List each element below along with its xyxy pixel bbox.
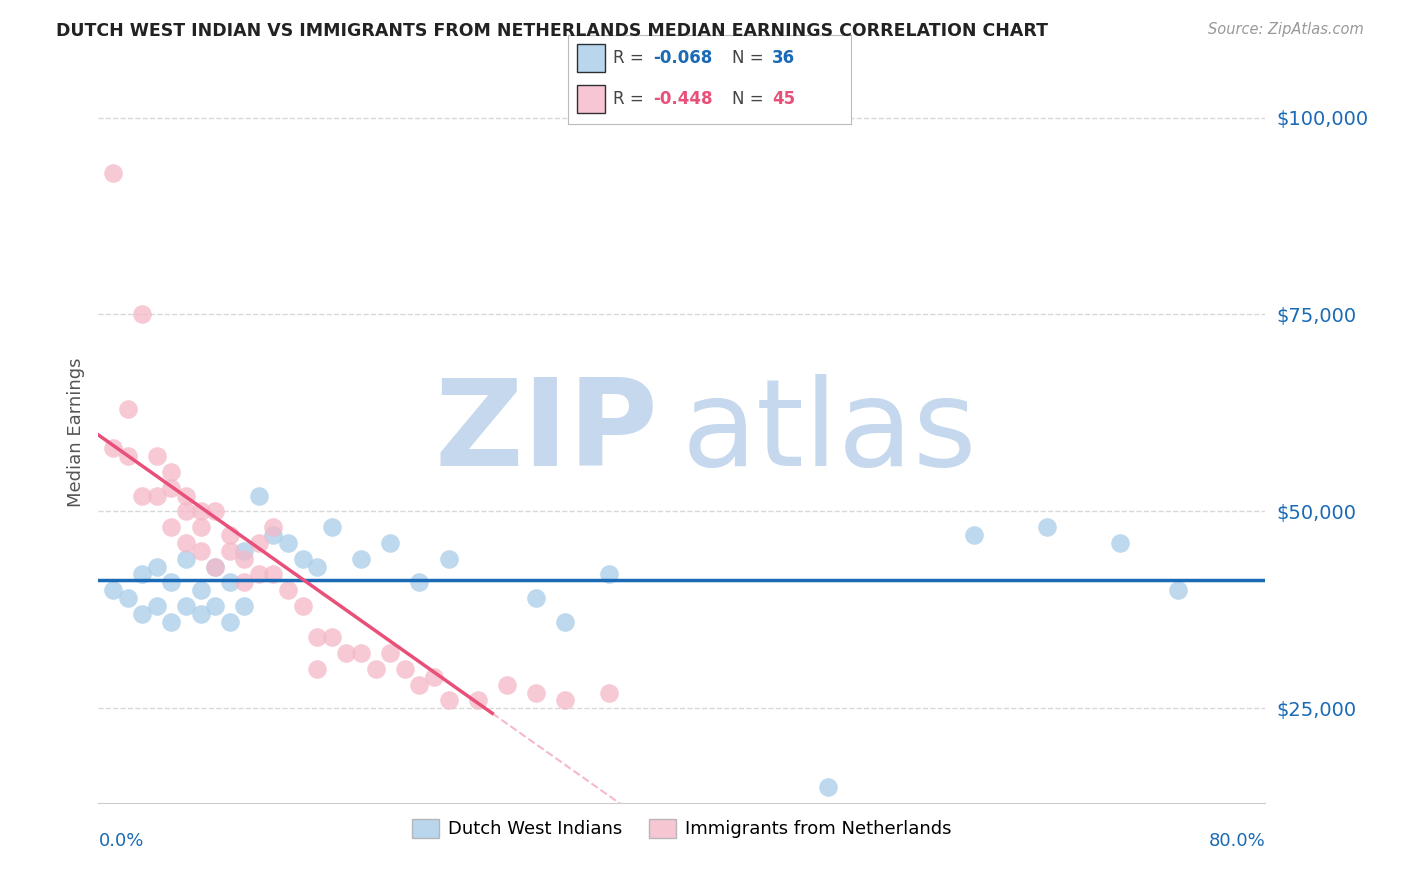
Point [247,567,270,582]
Y-axis label: Median Earnings: Median Earnings [66,358,84,508]
Point [117,402,139,417]
Point [1108,536,1130,550]
Point [1167,583,1189,598]
Point [291,599,314,613]
Point [218,543,240,558]
Point [233,551,256,566]
Point [524,591,547,605]
Point [160,465,183,479]
Point [233,575,256,590]
Point [247,536,270,550]
Point [101,166,124,180]
Point [350,646,373,660]
Point [364,662,387,676]
Point [204,504,226,518]
Text: N =: N = [733,49,769,67]
Point [817,780,839,794]
Text: 36: 36 [772,49,796,67]
Text: DUTCH WEST INDIAN VS IMMIGRANTS FROM NETHERLANDS MEDIAN EARNINGS CORRELATION CHA: DUTCH WEST INDIAN VS IMMIGRANTS FROM NET… [56,22,1049,40]
FancyBboxPatch shape [576,44,605,72]
Point [101,583,124,598]
Point [496,678,519,692]
Legend: Dutch West Indians, Immigrants from Netherlands: Dutch West Indians, Immigrants from Neth… [405,812,959,846]
Point [160,615,183,629]
Point [174,504,197,518]
Point [146,599,169,613]
Point [146,489,169,503]
Point [437,693,460,707]
Point [131,489,153,503]
Point [146,559,169,574]
Point [218,615,240,629]
Point [204,599,226,613]
Point [174,536,197,550]
Point [291,551,314,566]
Point [554,615,576,629]
Point [321,631,343,645]
Text: -0.448: -0.448 [652,90,713,108]
FancyBboxPatch shape [576,85,605,113]
Point [262,528,284,542]
Point [190,607,212,621]
Point [174,599,197,613]
Point [146,449,169,463]
Point [218,575,240,590]
Point [233,599,256,613]
Point [190,583,212,598]
Point [190,543,212,558]
Point [307,662,329,676]
Text: -0.068: -0.068 [652,49,713,67]
Point [423,670,446,684]
Point [174,489,197,503]
Point [131,567,153,582]
Point [335,646,357,660]
Point [408,678,430,692]
Point [380,536,402,550]
Point [233,543,256,558]
Point [247,489,270,503]
Point [190,520,212,534]
Text: R =: R = [613,90,650,108]
Text: 45: 45 [772,90,796,108]
Text: 0.0%: 0.0% [98,832,143,850]
Point [277,583,299,598]
Point [380,646,402,660]
Point [204,559,226,574]
Text: Source: ZipAtlas.com: Source: ZipAtlas.com [1208,22,1364,37]
Text: atlas: atlas [682,374,977,491]
Text: 80.0%: 80.0% [1209,832,1265,850]
Point [598,685,620,699]
Point [117,591,139,605]
Point [962,528,984,542]
Point [117,449,139,463]
Point [437,551,460,566]
Point [131,607,153,621]
Point [408,575,430,590]
Point [174,551,197,566]
Point [467,693,489,707]
Text: ZIP: ZIP [434,374,658,491]
Point [350,551,373,566]
Point [190,504,212,518]
Point [598,567,620,582]
Point [204,559,226,574]
Point [1035,520,1057,534]
Text: N =: N = [733,90,769,108]
Text: R =: R = [613,49,650,67]
Point [554,693,576,707]
Point [321,520,343,534]
Point [524,685,547,699]
Point [218,528,240,542]
Point [307,631,329,645]
Point [262,520,284,534]
Point [394,662,416,676]
Point [160,481,183,495]
Point [131,308,153,322]
Point [101,442,124,456]
Point [277,536,299,550]
Point [307,559,329,574]
Point [262,567,284,582]
Point [160,520,183,534]
Point [160,575,183,590]
